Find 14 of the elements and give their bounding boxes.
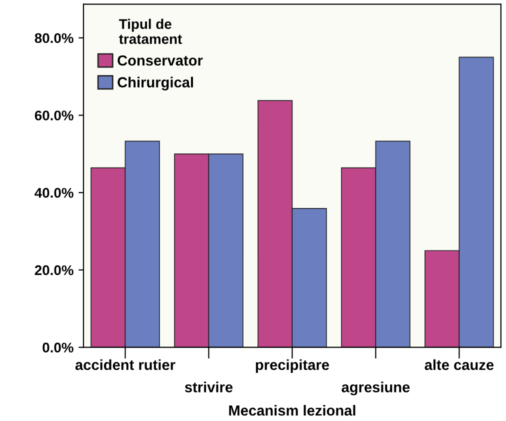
y-tick-label: 60.0%	[34, 110, 74, 120]
x-tick-label: agresiune	[342, 382, 410, 396]
y-tick-label: 0.0%	[42, 342, 74, 352]
y-tick-label: 40.0%	[34, 188, 74, 198]
x-tick-label: precipitare	[256, 359, 330, 373]
legend-label: Chirurgical	[118, 76, 193, 90]
legend-title: Tipul de tratament	[119, 18, 182, 44]
legend-label: Conservator	[118, 55, 203, 66]
y-tick-label: 80.0%	[34, 33, 74, 44]
x-axis-title: Mecanism lezional	[229, 404, 356, 416]
x-tick-label: alte cauze	[424, 359, 494, 370]
x-tick-label: accident rutier	[75, 359, 176, 370]
x-tick-label: strivire	[184, 382, 233, 392]
y-tick-label: 20.0%	[34, 265, 74, 276]
